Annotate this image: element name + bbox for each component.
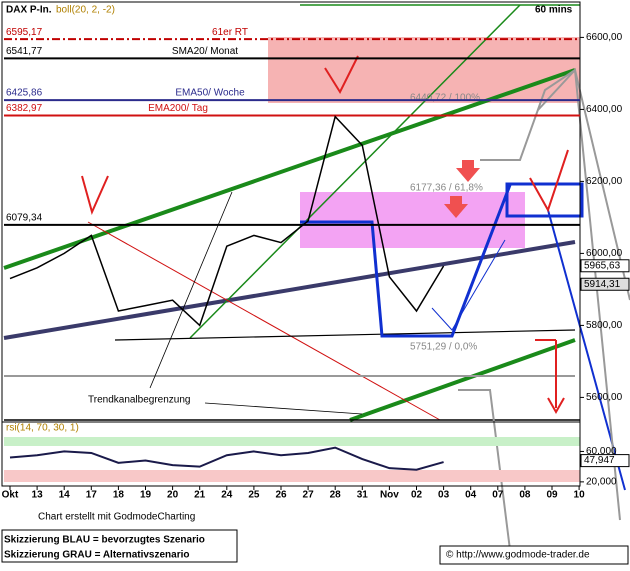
level-label: 6425,86	[6, 88, 43, 99]
x-tick-label: 31	[357, 490, 369, 501]
arrow	[547, 397, 565, 415]
x-tick-label: 04	[465, 490, 477, 501]
support-line	[114, 329, 576, 341]
level-name: EMA200/ Tag	[148, 103, 208, 114]
arrow-down	[444, 196, 468, 218]
fib-label: 6177,36 / 61,8%	[410, 183, 483, 194]
rsi-overbought-band	[4, 437, 580, 446]
level-name: EMA50/ Woche	[175, 88, 245, 99]
price-tag-label: 5914,31	[584, 279, 621, 290]
blue-box	[505, 182, 584, 218]
x-tick-label: 20	[167, 490, 179, 501]
x-tick-label: 27	[303, 490, 315, 501]
copyright-box	[439, 545, 629, 565]
rsi-oversold-band	[4, 470, 580, 482]
rsi-title: rsi(14, 70, 30, 1)	[6, 423, 79, 434]
rsi-tag	[580, 454, 630, 468]
x-tick-label: 21	[194, 490, 206, 501]
x-tick-label: 19	[140, 490, 152, 501]
y-tick-label: 6200,00	[586, 176, 623, 187]
x-tick-label: 28	[330, 490, 342, 501]
price-tag	[580, 277, 630, 291]
arrow-down	[456, 160, 480, 182]
copyright: © http://www.godmode-trader.de	[446, 550, 590, 561]
rsi-tick-label: 20,000	[586, 477, 617, 488]
indicator: boll(20, 2, -2)	[56, 5, 115, 16]
x-tick-label: 03	[438, 490, 450, 501]
rsi-tag-label: 47,947	[584, 455, 615, 466]
trend-line	[349, 338, 576, 422]
price-line	[9, 115, 445, 327]
trend-line	[3, 68, 576, 270]
channel-line	[189, 4, 521, 339]
x-tick-label: 17	[86, 490, 98, 501]
y-tick-label: 5800,00	[586, 320, 623, 331]
annotation: Chart erstellt mit GodmodeCharting	[38, 512, 195, 523]
level-label: 6541,77	[6, 46, 43, 57]
blue-scenario	[431, 239, 506, 331]
v-mark	[81, 175, 109, 215]
blue-scenario	[300, 184, 512, 338]
x-tick-label: 07	[492, 490, 504, 501]
check-mark	[529, 149, 569, 213]
price-tag-label: 5965,63	[584, 260, 621, 271]
level-label: 6382,97	[6, 103, 43, 114]
level-label: 6079,34	[6, 212, 43, 223]
y-tick-label: 6000,00	[586, 248, 623, 259]
annotation: Trendkanalbegrenzung	[88, 395, 190, 406]
level-label: 6595,17	[6, 27, 43, 38]
rsi-tick-label: 60,000	[586, 446, 617, 457]
x-tick-label: 09	[546, 490, 558, 501]
grey-scenario	[480, 68, 630, 301]
fib-label: 5751,29 / 0,0%	[410, 342, 477, 353]
x-tick-label: 08	[519, 490, 531, 501]
x-tick-label: 10	[574, 490, 586, 501]
x-tick-label: 14	[59, 490, 71, 501]
target-zone	[300, 192, 525, 248]
y-tick-label: 6600,00	[586, 32, 623, 43]
fib-label: 6440,72 / 100%	[410, 93, 480, 104]
x-tick-label: 24	[221, 490, 233, 501]
check-mark	[324, 55, 359, 95]
x-tick-label: Nov	[380, 490, 399, 501]
grey-scenario	[537, 67, 621, 521]
chart-title: DAX P-In.	[6, 5, 52, 16]
legend-box	[1, 529, 238, 563]
x-tick-label: 02	[411, 490, 423, 501]
level-name: SMA20/ Monat	[172, 46, 238, 57]
legend-text: Skizzierung GRAU = Alternativszenario	[4, 550, 190, 561]
x-tick-label: 26	[275, 490, 287, 501]
timeframe: 60 mins	[535, 5, 573, 16]
level-name: 61er RT	[212, 27, 248, 38]
pointer	[204, 402, 363, 415]
rsi-line	[9, 446, 444, 471]
x-tick-label: 25	[248, 490, 260, 501]
y-tick-label: 5600,00	[586, 392, 623, 403]
trend-line	[87, 221, 441, 421]
resistance-zone	[268, 37, 580, 103]
x-tick-label: Okt	[2, 490, 19, 501]
frame	[1, 1, 581, 487]
legend-text: Skizzierung BLAU = bevorzugtes Szenario	[4, 535, 205, 546]
x-tick-label: 18	[113, 490, 125, 501]
grey-scenario	[458, 389, 511, 551]
x-tick-label: 13	[32, 490, 44, 501]
trend-line	[3, 240, 576, 340]
y-tick-label: 6400,00	[586, 104, 623, 115]
price-tag	[580, 259, 630, 273]
